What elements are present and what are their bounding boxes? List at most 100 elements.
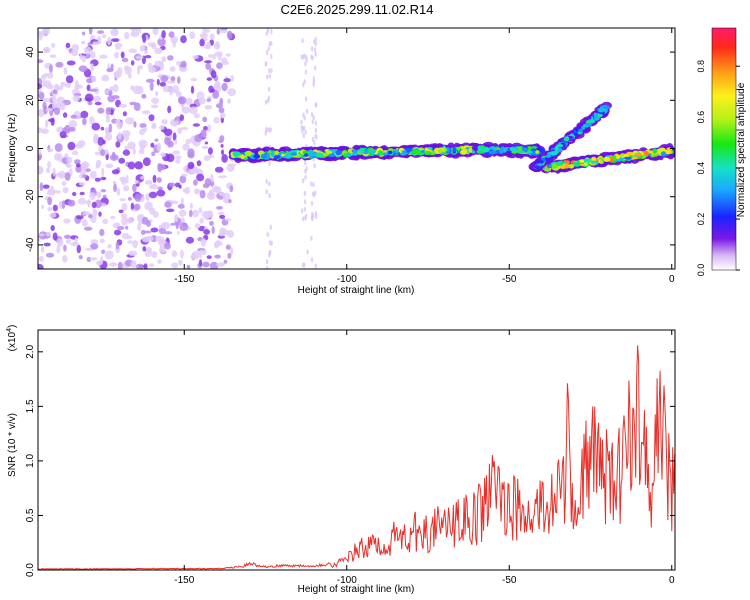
- band-core: [270, 151, 275, 158]
- noise-blob: [192, 209, 199, 218]
- noise-blob: [201, 210, 210, 219]
- noise-blob: [204, 44, 211, 49]
- noise-blob: [187, 169, 196, 175]
- noise-streak: [301, 216, 305, 222]
- spectrogram-x-tick-label: -50: [502, 274, 517, 285]
- band-core: [585, 123, 592, 127]
- colorbar-tick-label: 0.2: [696, 213, 706, 226]
- noise-blob: [159, 164, 166, 171]
- noise-blob: [40, 245, 45, 253]
- noise-streak: [310, 235, 313, 241]
- noise-blob: [151, 104, 159, 109]
- band-core: [273, 155, 281, 159]
- noise-blob: [118, 103, 127, 108]
- noise-blob: [216, 206, 223, 210]
- noise-streak: [304, 160, 307, 166]
- noise-blob: [213, 116, 220, 124]
- band-core: [502, 149, 507, 153]
- noise-blob: [84, 93, 94, 102]
- noise-blob: [177, 96, 187, 105]
- noise-blob: [151, 97, 160, 104]
- noise-streak: [310, 200, 314, 206]
- band-core: [328, 153, 336, 157]
- noise-blob: [102, 218, 109, 225]
- noise-blob: [204, 105, 213, 110]
- noise-blob: [162, 85, 171, 93]
- noise-streak: [310, 257, 314, 263]
- noise-blob: [132, 183, 137, 193]
- noise-blob: [45, 167, 51, 174]
- noise-blob: [92, 208, 98, 217]
- spectrogram-y-ticks: -40 -20 0 20 40: [25, 46, 675, 252]
- noise-blob: [70, 114, 77, 119]
- noise-blob: [47, 148, 54, 153]
- noise-blob: [205, 62, 212, 70]
- noise-blob: [207, 154, 215, 158]
- band-core: [544, 156, 552, 162]
- noise-blob: [198, 259, 203, 267]
- noise-blob: [213, 42, 221, 50]
- noise-streak: [310, 54, 313, 60]
- noise-streak: [313, 192, 316, 198]
- band-core: [602, 105, 611, 109]
- noise-blob: [173, 120, 180, 125]
- noise-blob: [76, 215, 84, 220]
- noise-blob: [85, 247, 94, 251]
- noise-blob: [63, 66, 68, 76]
- noise-streak: [266, 232, 269, 237]
- band-core: [544, 167, 550, 171]
- band-core: [315, 152, 324, 158]
- noise-blob: [38, 154, 42, 160]
- noise-blob: [228, 199, 232, 204]
- snr-scale-factor: (x104): [6, 325, 18, 352]
- noise-blob: [227, 163, 237, 167]
- noise-blob: [97, 136, 104, 146]
- noise-blob: [45, 252, 55, 258]
- noise-blob: [146, 220, 151, 227]
- noise-blob: [124, 31, 130, 40]
- noise-blob: [43, 46, 51, 54]
- noise-blob: [56, 126, 64, 133]
- noise-blob: [149, 263, 155, 268]
- noise-blob: [90, 63, 95, 72]
- noise-blob: [65, 75, 74, 84]
- noise-streak: [300, 119, 303, 125]
- noise-blob: [38, 148, 42, 156]
- noise-blob: [81, 219, 88, 227]
- band-core: [291, 152, 297, 156]
- noise-blob: [199, 190, 206, 199]
- noise-blob: [83, 46, 92, 55]
- noise-streak: [313, 47, 317, 53]
- noise-blob: [200, 129, 207, 138]
- band-core: [342, 152, 348, 158]
- noise-blob: [143, 263, 148, 269]
- noise-blob: [227, 229, 235, 238]
- noise-blob: [89, 192, 96, 201]
- noise-streak: [265, 178, 268, 184]
- noise-blob: [158, 125, 165, 130]
- noise-streak: [301, 262, 305, 268]
- noise-blob: [180, 60, 187, 68]
- noise-blob: [176, 231, 180, 235]
- noise-blob: [190, 254, 197, 260]
- noise-blob: [189, 202, 194, 210]
- noise-blob: [160, 152, 166, 158]
- noise-blob: [107, 244, 112, 249]
- noise-blob: [71, 150, 79, 156]
- noise-blob: [189, 31, 196, 40]
- noise-blob: [166, 208, 175, 213]
- noise-blob: [65, 42, 71, 49]
- noise-blob: [157, 186, 163, 191]
- noise-blob: [208, 189, 213, 198]
- noise-blob: [218, 175, 228, 179]
- noise-blob: [194, 134, 203, 143]
- snr-y-tick-label: 2.0: [25, 344, 36, 358]
- noise-streak: [265, 50, 269, 55]
- noise-blob: [154, 47, 163, 55]
- noise-blob: [123, 185, 130, 192]
- noise-blob: [185, 138, 192, 145]
- noise-blob: [157, 259, 162, 264]
- noise-blob: [117, 226, 125, 230]
- figure-title: C2E6.2025.299.11.02.R14: [281, 2, 434, 17]
- noise-streak: [303, 190, 307, 196]
